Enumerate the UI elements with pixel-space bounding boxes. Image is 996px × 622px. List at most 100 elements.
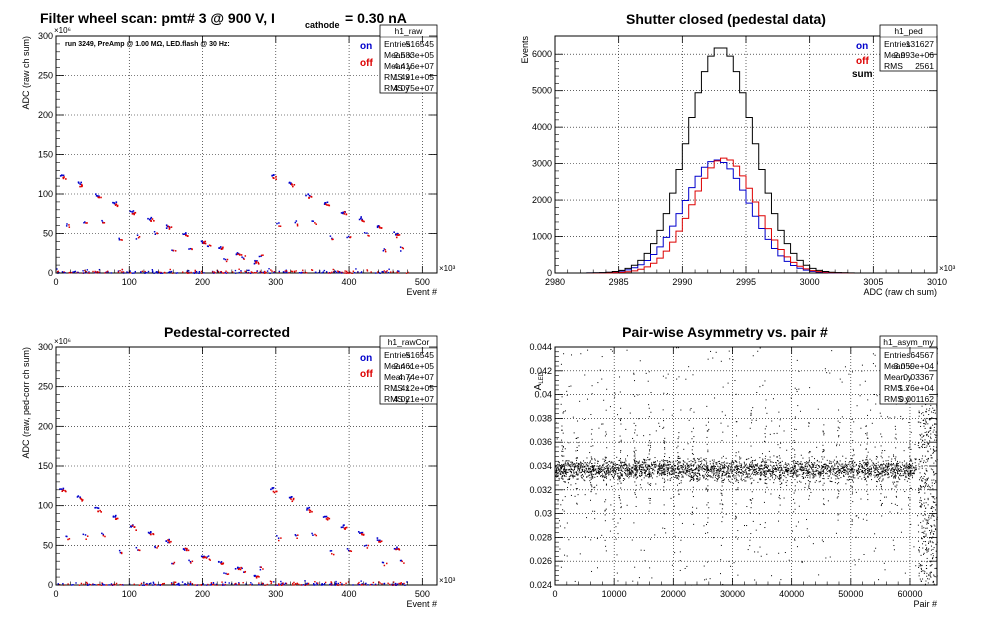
- data-point: [620, 487, 622, 489]
- data-point: [642, 464, 644, 466]
- data-point: [564, 496, 566, 498]
- data-point: [741, 469, 743, 471]
- data-point: [601, 466, 603, 468]
- data-point: [844, 465, 846, 467]
- data-point: [784, 463, 786, 465]
- data-point: [821, 470, 823, 472]
- data-point-on: [165, 540, 168, 542]
- data-point: [709, 475, 711, 477]
- data-point: [873, 470, 875, 472]
- data-point: [574, 463, 576, 465]
- data-point: [601, 423, 603, 425]
- data-point: [814, 462, 816, 464]
- data-point: [847, 473, 849, 475]
- data-point: [789, 472, 791, 474]
- data-point-off: [296, 537, 298, 539]
- data-point: [749, 539, 751, 541]
- data-point: [658, 469, 660, 471]
- data-point: [827, 468, 829, 470]
- data-point: [609, 472, 611, 474]
- data-point: [870, 468, 872, 470]
- data-point: [692, 469, 694, 471]
- data-point: [765, 476, 767, 478]
- data-point: [769, 456, 771, 458]
- data-point: [764, 380, 766, 382]
- data-point: [597, 382, 599, 384]
- data-point: [801, 560, 803, 562]
- data-point: [634, 432, 636, 434]
- data-point: [706, 405, 708, 407]
- data-point: [712, 477, 714, 479]
- data-point: [846, 465, 848, 467]
- data-point: [619, 499, 621, 501]
- data-point-off: [185, 271, 188, 274]
- data-point-off: [397, 272, 399, 274]
- data-point: [613, 477, 615, 479]
- data-point: [566, 522, 568, 524]
- data-point-off: [188, 272, 190, 274]
- data-point-on: [171, 562, 173, 565]
- data-point: [743, 462, 745, 464]
- data-point: [604, 509, 606, 511]
- data-point: [577, 494, 579, 496]
- data-point: [794, 466, 796, 468]
- data-point: [728, 560, 730, 562]
- data-point: [624, 478, 626, 480]
- data-point: [871, 467, 873, 469]
- data-point: [894, 475, 896, 477]
- data-point: [622, 461, 624, 463]
- data-point: [764, 433, 766, 435]
- data-point: [666, 467, 668, 469]
- data-point-on: [195, 270, 198, 273]
- data-point: [664, 460, 666, 462]
- data-point: [740, 479, 742, 481]
- data-point-off: [139, 549, 141, 552]
- data-point: [635, 466, 637, 468]
- data-point-on: [203, 272, 205, 274]
- data-point: [812, 465, 814, 467]
- data-point: [707, 449, 709, 451]
- data-point: [590, 445, 592, 447]
- data-point: [742, 473, 744, 475]
- data-point: [697, 469, 699, 471]
- data-point: [891, 474, 893, 476]
- data-point: [749, 545, 751, 547]
- data-point-on: [148, 532, 151, 535]
- data-point: [808, 498, 810, 500]
- data-point-on: [223, 572, 225, 574]
- data-point-off: [209, 559, 211, 561]
- data-point: [874, 467, 876, 469]
- data-point: [661, 474, 663, 476]
- data-point: [645, 470, 647, 472]
- data-point: [771, 470, 773, 472]
- data-point: [879, 477, 881, 479]
- data-point: [584, 472, 586, 474]
- data-point: [661, 469, 663, 471]
- data-point: [868, 462, 870, 464]
- x-tick-label: 400: [342, 277, 357, 287]
- data-point: [678, 471, 680, 473]
- data-point: [863, 461, 865, 463]
- data-point-off: [203, 241, 205, 243]
- data-point: [661, 467, 663, 469]
- data-point: [891, 469, 893, 471]
- data-point: [599, 471, 601, 473]
- data-point: [687, 470, 689, 472]
- data-point: [594, 469, 596, 471]
- data-point: [641, 479, 643, 481]
- data-point: [764, 473, 766, 475]
- data-point: [765, 478, 767, 480]
- data-point: [575, 462, 577, 464]
- data-point: [616, 473, 618, 475]
- data-point: [813, 474, 815, 476]
- data-point-on: [260, 583, 263, 586]
- data-point: [660, 465, 662, 467]
- data-point-off: [258, 582, 260, 584]
- data-point-off: [395, 548, 397, 551]
- data-point-off: [370, 583, 372, 586]
- data-point: [917, 515, 919, 517]
- data-point: [910, 471, 912, 473]
- data-point: [594, 458, 596, 460]
- data-point: [755, 474, 757, 476]
- panel-ped: Shutter closed (pedestal data) on off su…: [520, 11, 956, 297]
